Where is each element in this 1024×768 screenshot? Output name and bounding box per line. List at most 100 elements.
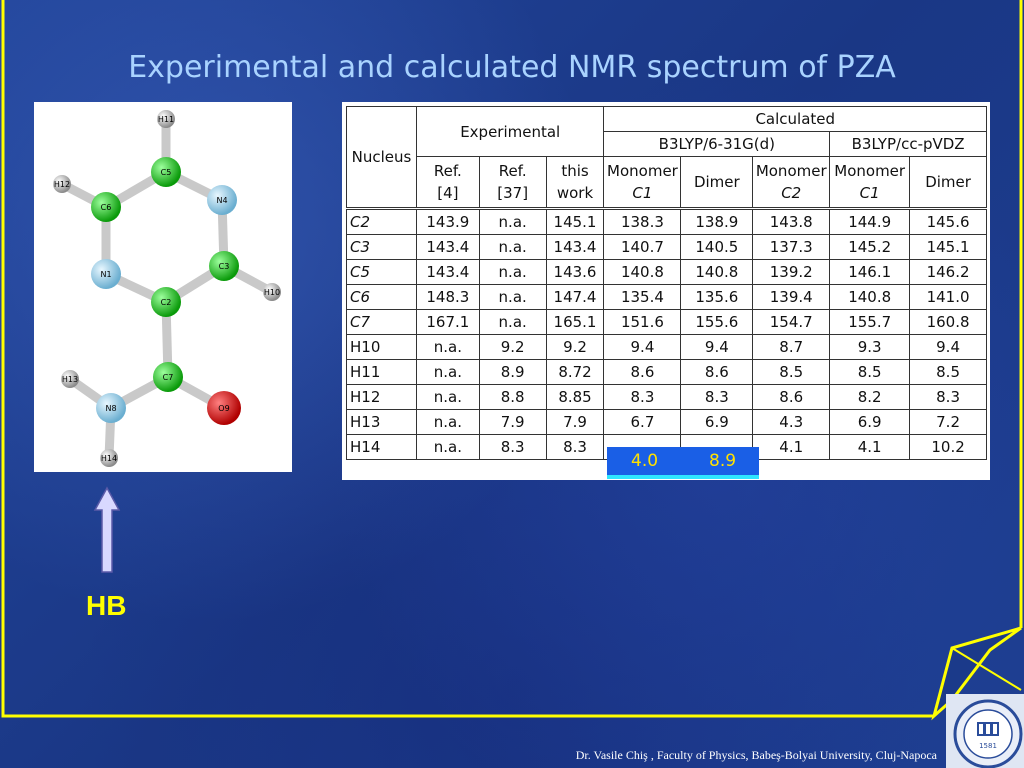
value-cell: 167.1 bbox=[415, 309, 480, 335]
subheader-cell: Monomer C2 bbox=[752, 156, 831, 209]
highlight-dimer-value: 8.9 bbox=[709, 451, 737, 471]
subheader-cell: Dimer bbox=[909, 156, 987, 209]
c2-atom: C2 bbox=[151, 287, 181, 317]
basis2-header: B3LYP/cc-pVDZ bbox=[829, 131, 987, 157]
table-row: C5 143.4 n.a. 143.6 140.8 140.8 139.2 146.1 146.… bbox=[346, 259, 987, 285]
c7-atom: C7 bbox=[153, 362, 183, 392]
experimental-header: Experimental bbox=[415, 106, 605, 157]
value-cell: 147.4 bbox=[545, 284, 605, 310]
value-cell: 145.1 bbox=[909, 234, 987, 260]
value-cell: 7.9 bbox=[478, 409, 547, 435]
value-cell: 8.5 bbox=[909, 359, 987, 385]
value-cell: 144.9 bbox=[829, 207, 911, 235]
c5-label: C5 bbox=[161, 168, 172, 177]
n4-label: N4 bbox=[216, 196, 227, 205]
c3-label: C3 bbox=[219, 262, 230, 271]
value-cell: 139.2 bbox=[752, 259, 831, 285]
subheader-cell: Ref. [4] bbox=[415, 156, 480, 209]
header-row-1: Nucleus Experimental Calculated bbox=[346, 106, 987, 209]
value-cell: 8.3 bbox=[478, 434, 547, 460]
c6-atom: C6 bbox=[91, 192, 121, 222]
value-cell: 8.8 bbox=[478, 384, 547, 410]
value-cell: n.a. bbox=[478, 234, 547, 260]
table-row: C6 148.3 n.a. 147.4 135.4 135.6 139.4 140.8 141.… bbox=[346, 284, 987, 310]
c2-label: C2 bbox=[161, 298, 172, 307]
value-cell: 9.4 bbox=[680, 334, 754, 360]
value-cell: 7.9 bbox=[545, 409, 605, 435]
subheader-cell: Monomer C1 bbox=[829, 156, 911, 209]
h12-label: H12 bbox=[54, 180, 70, 189]
value-cell: 138.3 bbox=[603, 207, 682, 235]
value-cell: 140.8 bbox=[680, 259, 754, 285]
highlight-monomer-value: 4.0 bbox=[631, 451, 659, 471]
subheader-cell: Monomer C1 bbox=[603, 156, 682, 209]
value-cell: 9.4 bbox=[909, 334, 987, 360]
value-cell: 135.6 bbox=[680, 284, 754, 310]
value-cell: 137.3 bbox=[752, 234, 831, 260]
value-cell: n.a. bbox=[415, 409, 480, 435]
c7-label: C7 bbox=[163, 373, 174, 382]
n4-atom: N4 bbox=[207, 185, 237, 215]
value-cell: 143.4 bbox=[545, 234, 605, 260]
subheader-cell: Dimer bbox=[680, 156, 754, 209]
nucleus-cell: H13 bbox=[346, 409, 417, 435]
nucleus-cell: C3 bbox=[346, 234, 417, 260]
value-cell: n.a. bbox=[478, 259, 547, 285]
value-cell: 8.72 bbox=[545, 359, 605, 385]
value-cell: n.a. bbox=[478, 309, 547, 335]
value-cell: 8.5 bbox=[829, 359, 911, 385]
o9-atom: O9 bbox=[207, 391, 241, 425]
value-cell: 135.4 bbox=[603, 284, 682, 310]
value-cell: 165.1 bbox=[545, 309, 605, 335]
slide-title: Experimental and calculated NMR spectrum… bbox=[128, 50, 896, 85]
h13-atom: H13 bbox=[61, 370, 79, 388]
h14-atom: H14 bbox=[100, 449, 118, 467]
value-cell: 148.3 bbox=[415, 284, 480, 310]
n1-atom: N1 bbox=[91, 259, 121, 289]
value-cell: 155.7 bbox=[829, 309, 911, 335]
h12-atom: H12 bbox=[53, 175, 71, 193]
value-cell: 154.7 bbox=[752, 309, 831, 335]
n8-atom: N8 bbox=[96, 393, 126, 423]
logo-year: 1581 bbox=[979, 742, 997, 750]
value-cell: 8.6 bbox=[752, 384, 831, 410]
value-cell: 143.9 bbox=[415, 207, 480, 235]
value-cell: 8.3 bbox=[680, 384, 754, 410]
h11-label: H11 bbox=[158, 115, 174, 124]
value-cell: 141.0 bbox=[909, 284, 987, 310]
value-cell: n.a. bbox=[415, 384, 480, 410]
value-cell: 146.2 bbox=[909, 259, 987, 285]
h14-highlight: 4.0 8.9 bbox=[607, 447, 759, 479]
value-cell: 140.8 bbox=[829, 284, 911, 310]
nucleus-cell: C7 bbox=[346, 309, 417, 335]
value-cell: 8.6 bbox=[680, 359, 754, 385]
basis1-header: B3LYP/6-31G(d) bbox=[603, 131, 831, 157]
nmr-table-panel: Nucleus Experimental Calculated B3LYP/6-… bbox=[342, 102, 990, 480]
o9-label: O9 bbox=[218, 404, 229, 413]
value-cell: 4.1 bbox=[829, 434, 911, 460]
nucleus-cell: C6 bbox=[346, 284, 417, 310]
c5-atom: C5 bbox=[151, 157, 181, 187]
h10-label: H10 bbox=[264, 288, 280, 297]
pza-molecule-diagram: H11 C5 H12 C6 N4 C3 N1 H10 C2 C7 H13 N8 … bbox=[53, 110, 281, 467]
value-cell: 145.2 bbox=[829, 234, 911, 260]
up-arrow-icon bbox=[93, 486, 121, 573]
value-cell: 145.1 bbox=[545, 207, 605, 235]
value-cell: 151.6 bbox=[603, 309, 682, 335]
value-cell: 8.6 bbox=[603, 359, 682, 385]
value-cell: 139.4 bbox=[752, 284, 831, 310]
value-cell: 4.3 bbox=[752, 409, 831, 435]
h14-label: H14 bbox=[101, 454, 117, 463]
value-cell: 160.8 bbox=[909, 309, 987, 335]
university-seal-logo: 1581 bbox=[946, 694, 1024, 768]
value-cell: 4.1 bbox=[752, 434, 831, 460]
value-cell: 143.4 bbox=[415, 234, 480, 260]
n8-label: N8 bbox=[105, 404, 116, 413]
h10-atom: H10 bbox=[263, 283, 281, 301]
value-cell: 8.3 bbox=[909, 384, 987, 410]
value-cell: 9.2 bbox=[545, 334, 605, 360]
value-cell: n.a. bbox=[415, 334, 480, 360]
value-cell: 7.2 bbox=[909, 409, 987, 435]
nucleus-cell: C2 bbox=[346, 207, 417, 235]
header-row-3: Ref. [4] Ref. [37] this work Monomer C1 Dime… bbox=[347, 156, 987, 209]
